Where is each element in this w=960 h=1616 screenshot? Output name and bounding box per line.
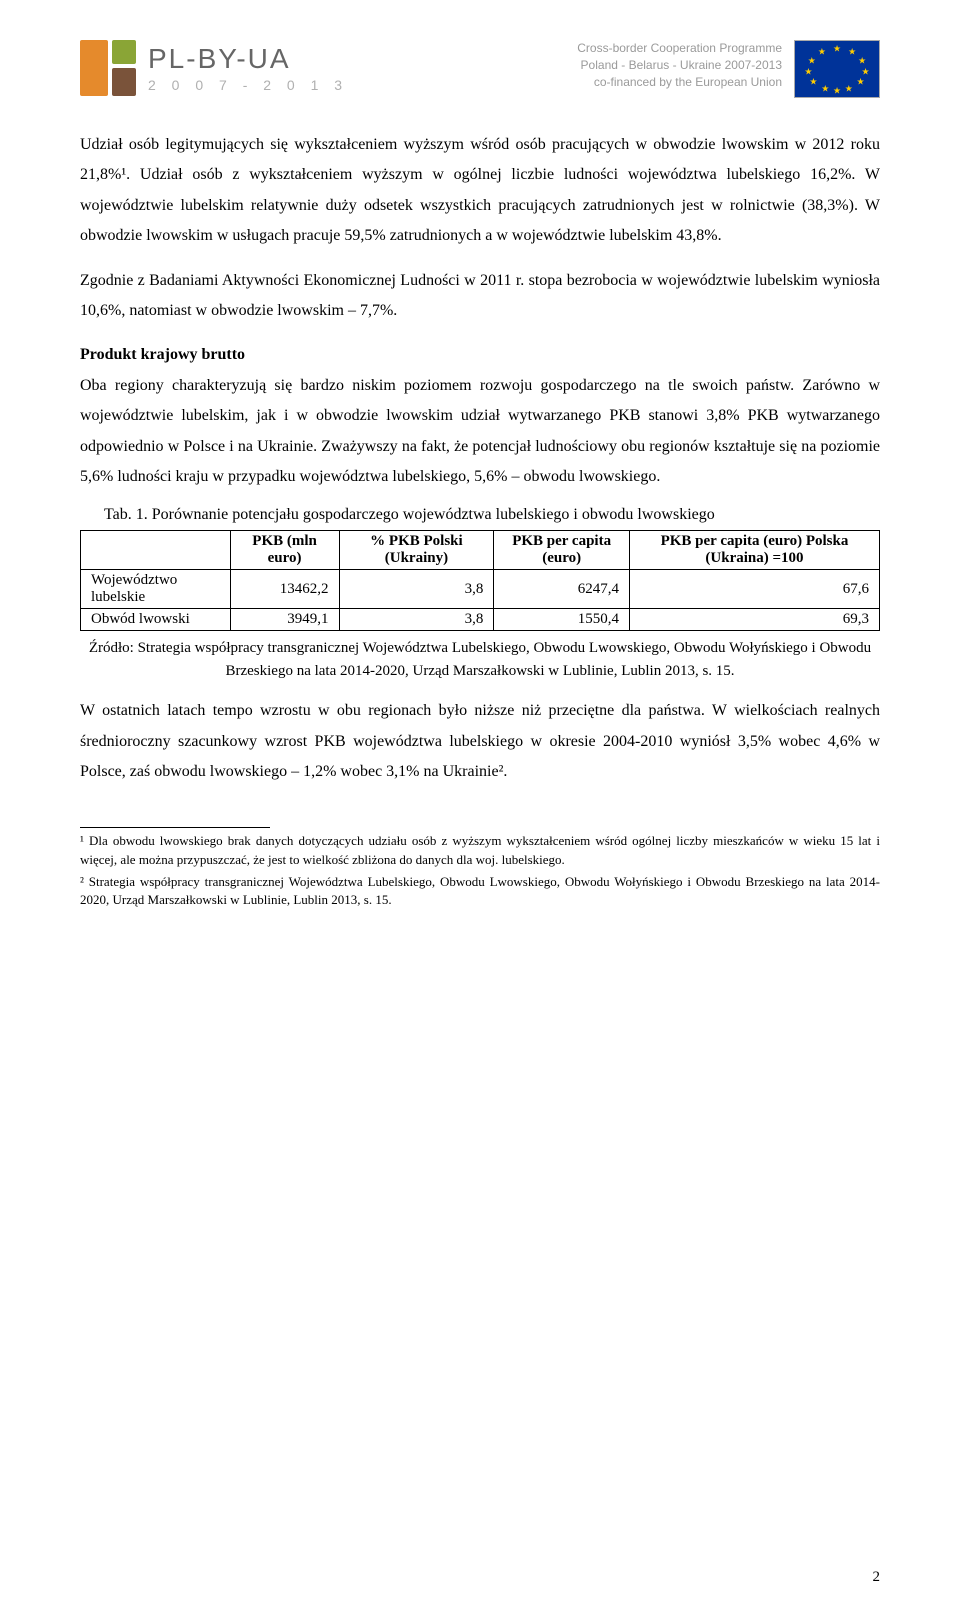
col-pkb-per-capita-idx: PKB per capita (euro) Polska (Ukraina) =… <box>629 531 879 570</box>
page-header: PL-BY-UA 2 0 0 7 - 2 0 1 3 Cross-border … <box>80 40 880 98</box>
logo-orange-block <box>80 40 108 96</box>
page-number: 2 <box>873 1569 881 1586</box>
footnote-1: ¹ Dla obwodu lwowskiego brak danych doty… <box>80 832 880 868</box>
col-pct-pkb: % PKB Polski (Ukrainy) <box>339 531 494 570</box>
table-source: Źródło: Strategia współpracy transgranic… <box>80 637 880 682</box>
logo-brown-block <box>112 68 136 96</box>
header-right: Cross-border Cooperation Programme Polan… <box>577 40 880 98</box>
subtitle-line-1: Cross-border Cooperation Programme <box>577 40 782 57</box>
row-label: Obwód lwowski <box>81 609 231 631</box>
section-pkb: Produkt krajowy brutto Oba regiony chara… <box>80 340 880 492</box>
footnote-separator <box>80 827 270 828</box>
subtitle-line-2: Poland - Belarus - Ukraine 2007-2013 <box>577 57 782 74</box>
paragraph-1: Udział osób legitymujących się wykształc… <box>80 130 880 252</box>
cell: 13462,2 <box>230 570 339 609</box>
footnote-2: ² Strategia współpracy transgranicznej W… <box>80 873 880 909</box>
eu-flag-icon: ★ ★ ★ ★ ★ ★ ★ ★ ★ ★ ★ ★ <box>794 40 880 98</box>
cell: 3,8 <box>339 570 494 609</box>
subtitle-line-3: co-financed by the European Union <box>577 74 782 91</box>
cell: 6247,4 <box>494 570 630 609</box>
page: PL-BY-UA 2 0 0 7 - 2 0 1 3 Cross-border … <box>0 0 960 1616</box>
logo-green-block <box>112 40 136 64</box>
col-empty <box>81 531 231 570</box>
col-pkb-per-capita: PKB per capita (euro) <box>494 531 630 570</box>
cell: 69,3 <box>629 609 879 631</box>
logo-text-block: PL-BY-UA 2 0 0 7 - 2 0 1 3 <box>148 43 348 93</box>
cell: 3949,1 <box>230 609 339 631</box>
footnotes: ¹ Dla obwodu lwowskiego brak danych doty… <box>80 832 880 909</box>
cell: 1550,4 <box>494 609 630 631</box>
table-caption: Tab. 1. Porównanie potencjału gospodarcz… <box>80 506 880 524</box>
table-row: Obwód lwowski 3949,1 3,8 1550,4 69,3 <box>81 609 880 631</box>
header-subtitle: Cross-border Cooperation Programme Polan… <box>577 40 782 90</box>
section-title-pkb: Produkt krajowy brutto <box>80 346 245 363</box>
table-pkb: PKB (mln euro) % PKB Polski (Ukrainy) PK… <box>80 530 880 631</box>
row-label: Województwo lubelskie <box>81 570 231 609</box>
logo-title: PL-BY-UA <box>148 43 348 75</box>
table-row: Województwo lubelskie 13462,2 3,8 6247,4… <box>81 570 880 609</box>
col-pkb-mln: PKB (mln euro) <box>230 531 339 570</box>
paragraph-4: W ostatnich latach tempo wzrostu w obu r… <box>80 696 880 787</box>
cell: 3,8 <box>339 609 494 631</box>
cell: 67,6 <box>629 570 879 609</box>
table-header-row: PKB (mln euro) % PKB Polski (Ukrainy) PK… <box>81 531 880 570</box>
paragraph-3: Oba regiony charakteryzują się bardzo ni… <box>80 377 880 485</box>
paragraph-2: Zgodnie z Badaniami Aktywności Ekonomicz… <box>80 266 880 327</box>
logo-period: 2 0 0 7 - 2 0 1 3 <box>148 77 348 93</box>
logo-mark <box>80 40 136 96</box>
program-logo: PL-BY-UA 2 0 0 7 - 2 0 1 3 <box>80 40 348 96</box>
